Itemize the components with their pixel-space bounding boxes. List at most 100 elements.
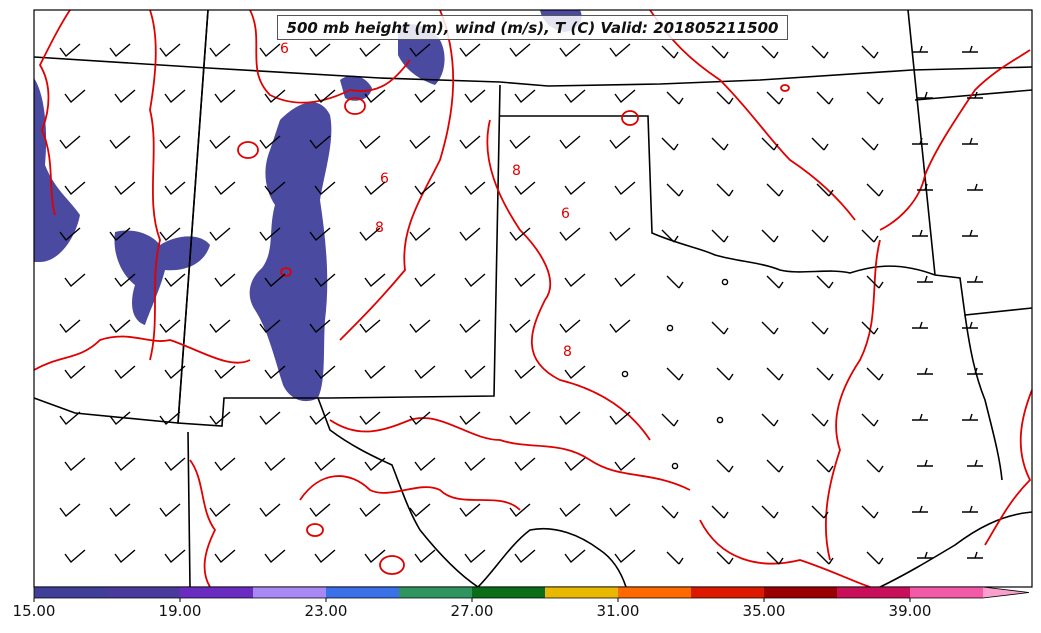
- wind-barb: [414, 549, 436, 564]
- political-boundaries: [33, 9, 1033, 588]
- wind-barb: [912, 45, 928, 53]
- wind-barb: [59, 319, 81, 334]
- wind-barb: [314, 549, 336, 564]
- wind-barb: [414, 365, 436, 380]
- wind-barb: [364, 89, 386, 104]
- wind-barb: [409, 135, 431, 150]
- wind-barb: [962, 45, 978, 53]
- wind-barb: [761, 137, 779, 151]
- wind-barb: [861, 229, 879, 243]
- colorbar-segment: [837, 587, 910, 598]
- colorbar-segment: [618, 587, 691, 598]
- shade-west-edge: [34, 78, 80, 262]
- wind-barb: [459, 227, 481, 242]
- calm-wind-marker: [716, 416, 724, 424]
- contour-11: [329, 417, 691, 491]
- wind-barb: [514, 273, 536, 288]
- wind-barb: [214, 549, 236, 564]
- wind-barb: [661, 229, 679, 243]
- wind-barb: [59, 227, 81, 242]
- wind-barb: [309, 319, 331, 334]
- boundary-gulf-coast: [879, 511, 1033, 588]
- wind-barb: [967, 275, 983, 283]
- wind-barb: [609, 411, 631, 426]
- wind-barb: [364, 457, 386, 472]
- boundary-baja: [187, 431, 191, 588]
- wind-barb: [314, 89, 336, 104]
- wind-barb: [364, 549, 386, 564]
- wind-barb: [614, 457, 636, 472]
- wind-barb: [364, 365, 386, 380]
- wind-barb: [164, 181, 186, 196]
- wind-barb: [609, 319, 631, 334]
- wind-barb: [564, 273, 586, 288]
- wind-barb: [866, 183, 884, 197]
- wind-barb: [559, 43, 581, 58]
- wind-barb: [614, 549, 636, 564]
- wind-barb: [164, 457, 186, 472]
- wind-barb: [661, 505, 679, 519]
- boundary-ut-co-north: [33, 56, 1033, 87]
- colorbar-tick-label: 23.00: [304, 602, 348, 620]
- calm-wind-marker: [721, 278, 729, 286]
- colorbar-tick-label: 35.00: [742, 602, 786, 620]
- boundary-ok-panhandle: [500, 115, 1033, 316]
- boundary-az-mexico: [33, 397, 179, 424]
- wind-barb: [509, 411, 531, 426]
- wind-barb: [861, 45, 879, 59]
- wind-barb: [866, 551, 884, 565]
- wind-barb: [209, 135, 231, 150]
- wind-barb: [912, 321, 928, 329]
- wind-barb: [967, 91, 983, 99]
- wind-barb: [917, 551, 933, 559]
- colorbar-segment: [399, 587, 472, 598]
- wind-barb: [564, 89, 586, 104]
- wind-barb: [661, 413, 679, 427]
- boundary-tx-mexico: [317, 397, 479, 588]
- wind-barb: [967, 183, 983, 191]
- wind-barb: [359, 135, 381, 150]
- wind-barb: [214, 273, 236, 288]
- wind-barb: [159, 411, 181, 426]
- wind-barb: [459, 411, 481, 426]
- wind-barb: [559, 503, 581, 518]
- wind-barb: [666, 183, 684, 197]
- wind-barb: [59, 411, 81, 426]
- colorbar-segment: [910, 587, 983, 598]
- wind-barb: [514, 457, 536, 472]
- wind-barb: [64, 181, 86, 196]
- wind-barb: [314, 457, 336, 472]
- wind-barb: [59, 503, 81, 518]
- wind-barb: [309, 411, 331, 426]
- wind-barb: [64, 457, 86, 472]
- wind-barb: [711, 321, 729, 335]
- wind-barb: [59, 43, 81, 58]
- wind-barb: [264, 365, 286, 380]
- wind-barb: [711, 505, 729, 519]
- wind-barb: [811, 137, 829, 151]
- wind-barb: [459, 43, 481, 58]
- colorbar-segment: [764, 587, 837, 598]
- wind-barb: [716, 551, 734, 565]
- map-plot-area: 6 6 8 6 8 8: [33, 9, 1033, 588]
- wind-barb: [609, 227, 631, 242]
- wind-barb: [259, 503, 281, 518]
- wind-barb: [159, 135, 181, 150]
- wind-barb: [214, 89, 236, 104]
- wind-barb: [214, 181, 236, 196]
- wind-barb: [159, 503, 181, 518]
- wind-barb: [514, 89, 536, 104]
- wind-barb: [559, 411, 581, 426]
- colorbar-tick-label: 39.00: [888, 602, 932, 620]
- wind-barb: [259, 411, 281, 426]
- wind-barb: [509, 135, 531, 150]
- wind-barb: [264, 89, 286, 104]
- wind-barb: [661, 137, 679, 151]
- boundary-tx-la: [964, 314, 1003, 481]
- wind-barb: [359, 227, 381, 242]
- wind-barb: [509, 319, 531, 334]
- wind-barb: [209, 227, 231, 242]
- wind-barb: [711, 45, 729, 59]
- wind-barb: [917, 367, 933, 375]
